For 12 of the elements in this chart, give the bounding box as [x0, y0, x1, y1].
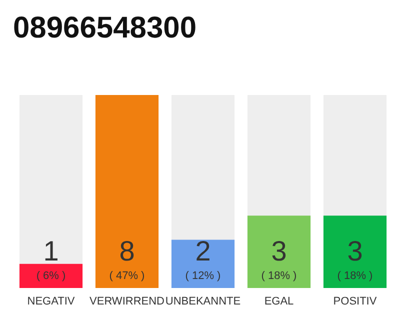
- x-tick-label: NEGATIV: [27, 296, 76, 308]
- data-label: 3 ( 18% ): [261, 236, 297, 282]
- data-label: 3 ( 18% ): [337, 236, 373, 282]
- data-label: 1 ( 6% ): [36, 236, 66, 282]
- data-label: 8 ( 47% ): [109, 236, 145, 282]
- x-tick-label: POSITIV: [333, 296, 378, 308]
- chart-title: 08966548300: [13, 12, 197, 44]
- x-tick-label: EGAL: [264, 296, 294, 308]
- x-tick-label: VERWIRREND: [90, 296, 165, 308]
- data-label: 2 ( 12% ): [185, 236, 221, 282]
- x-tick-label: UNBEKANNTE: [165, 296, 241, 308]
- bar: [19, 264, 83, 288]
